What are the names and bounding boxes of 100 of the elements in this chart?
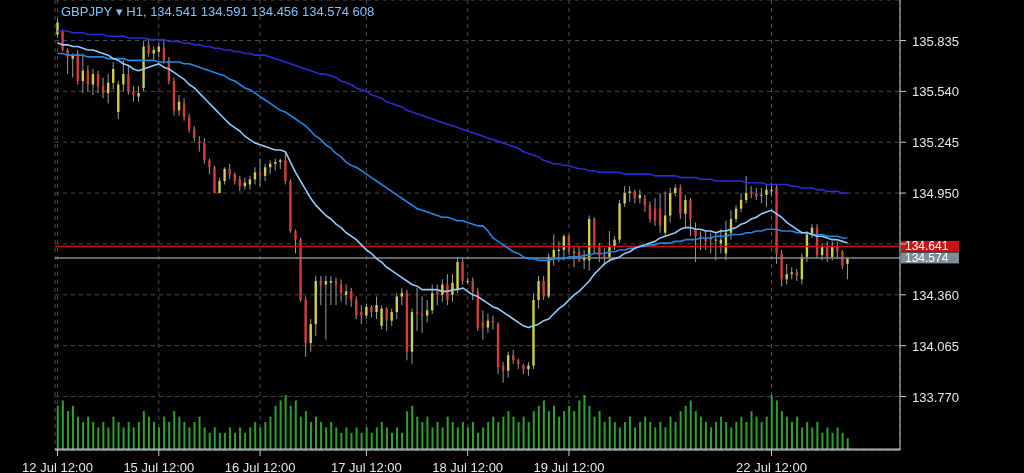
bar: [223, 432, 226, 449]
candlestick: [385, 306, 388, 332]
bar: [360, 432, 363, 449]
bar: [228, 427, 231, 449]
bar: [694, 411, 697, 449]
bar: [203, 427, 206, 449]
bar: [669, 416, 672, 449]
bar: [92, 422, 95, 449]
bar: [715, 422, 718, 449]
bar: [335, 427, 338, 449]
bar: [558, 416, 561, 449]
candlestick: [147, 37, 150, 58]
candlestick: [375, 296, 378, 320]
bar: [279, 400, 282, 449]
candlestick: [329, 275, 333, 306]
bar: [674, 422, 677, 449]
bar: [608, 416, 611, 449]
candlestick: [785, 263, 788, 285]
bar: [107, 427, 110, 449]
bar: [299, 416, 302, 449]
bar: [421, 422, 424, 449]
bar: [801, 427, 804, 449]
bar: [350, 432, 353, 449]
bar: [841, 432, 844, 449]
y-tick-label: 135.540: [912, 84, 959, 100]
candlestick: [537, 275, 540, 310]
bar: [512, 416, 515, 449]
bar: [56, 405, 59, 449]
bar: [492, 416, 495, 449]
bar: [142, 411, 145, 449]
candlestick: [56, 18, 59, 39]
bar: [370, 432, 373, 449]
bar: [132, 427, 135, 449]
bar: [396, 427, 399, 449]
bar: [547, 411, 550, 449]
bar: [831, 432, 834, 449]
bar: [770, 395, 773, 449]
bar: [218, 432, 221, 449]
bar: [598, 411, 601, 449]
bar: [618, 427, 621, 449]
bar: [482, 427, 485, 449]
y-tick-label: 135.245: [912, 135, 959, 151]
line-series: [56, 42, 849, 329]
bar: [137, 422, 140, 449]
bar: [649, 422, 652, 449]
bar: [563, 411, 566, 449]
candlestick: [608, 230, 611, 263]
bar: [532, 411, 535, 449]
bar: [66, 411, 69, 449]
candlestick: [360, 304, 363, 325]
bar: [147, 416, 150, 449]
candlestick: [415, 287, 419, 332]
x-tick-label: 15 Jul 12:00: [123, 460, 195, 473]
candlestick: [258, 158, 262, 187]
bar: [71, 405, 74, 449]
candlestick: [557, 240, 561, 263]
bar: [274, 405, 277, 449]
bar: [158, 427, 161, 449]
bar: [573, 411, 576, 449]
bar: [623, 422, 626, 449]
candlestick: [127, 65, 130, 96]
bar: [720, 416, 723, 449]
bar: [760, 422, 763, 449]
bar: [441, 427, 444, 449]
bar: [689, 400, 692, 449]
bar: [811, 427, 814, 449]
candlestick: [71, 52, 74, 79]
candlestick: [451, 273, 454, 303]
bar: [613, 422, 616, 449]
bar: [436, 422, 439, 449]
bar: [289, 405, 292, 449]
candlestick: [344, 283, 348, 306]
candlestick: [122, 59, 125, 92]
bar: [188, 427, 191, 449]
bar: [117, 422, 120, 449]
bar: [466, 427, 469, 449]
bar: [152, 422, 155, 449]
bar: [254, 422, 257, 449]
candlestick: [689, 197, 692, 237]
candlestick: [380, 304, 383, 330]
x-tick-label: 19 Jul 12:00: [533, 460, 605, 473]
bar: [553, 405, 556, 449]
bar: [487, 422, 490, 449]
bar: [461, 422, 464, 449]
candlestick: [446, 273, 449, 306]
bar: [755, 416, 758, 449]
y-tick-label: 134.360: [912, 287, 959, 303]
bar: [775, 400, 778, 449]
bar: [259, 427, 262, 449]
bar: [380, 422, 383, 449]
bar: [634, 427, 637, 449]
candlestick: [309, 318, 312, 353]
bar: [644, 416, 647, 449]
bar: [345, 427, 348, 449]
candlestick: [714, 232, 717, 261]
chart-title: GBPJPY ▾ H1, 134.541 134.591 134.456 134.574 608: [61, 4, 375, 19]
candlestick: [441, 278, 444, 303]
bar: [411, 405, 414, 449]
bar: [385, 427, 388, 449]
bar: [456, 427, 459, 449]
